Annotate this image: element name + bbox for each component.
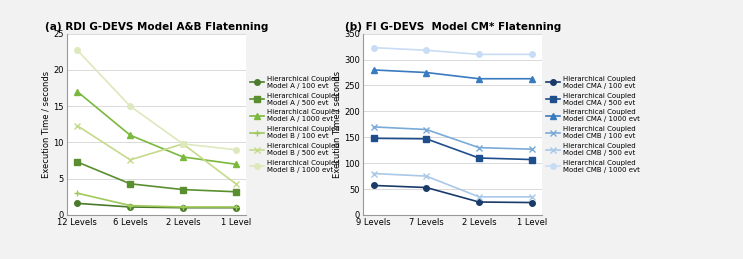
Hierarchical Coupled
Model A / 100 evt: [73, 202, 82, 205]
Hierarchical Coupled
Model CMA / 100 evt: [475, 200, 484, 204]
Hierarchical Coupled
Model CMA / 1000 evt: [528, 77, 536, 80]
Line: Hierarchical Coupled
Model B / 1000 evt: Hierarchical Coupled Model B / 1000 evt: [74, 48, 239, 153]
Line: Hierarchical Coupled
Model B / 500 evt: Hierarchical Coupled Model B / 500 evt: [74, 123, 239, 186]
Hierarchical Coupled
Model A / 1000 evt: [231, 163, 240, 166]
Hierarchical Coupled
Model B / 500 evt: [73, 124, 82, 127]
Y-axis label: Execution Time / seconds: Execution Time / seconds: [333, 71, 342, 178]
Hierarchical Coupled
Model CMA / 500 evt: [475, 156, 484, 160]
Hierarchical Coupled
Model CMB / 1000 evt: [528, 53, 536, 56]
Line: Hierarchical Coupled
Model CMA / 500 evt: Hierarchical Coupled Model CMA / 500 evt: [371, 135, 535, 162]
Hierarchical Coupled
Model A / 500 evt: [126, 182, 134, 185]
Hierarchical Coupled
Model CMB / 1000 evt: [475, 53, 484, 56]
Hierarchical Coupled
Model A / 1000 evt: [178, 155, 187, 159]
Hierarchical Coupled
Model B / 1000 evt: [178, 142, 187, 146]
Line: Hierarchical Coupled
Model CMA / 100 evt: Hierarchical Coupled Model CMA / 100 evt: [371, 183, 535, 205]
Hierarchical Coupled
Model CMA / 1000 evt: [369, 68, 378, 71]
Hierarchical Coupled
Model B / 100 evt: [178, 205, 187, 208]
Hierarchical Coupled
Model B / 1000 evt: [231, 148, 240, 151]
Hierarchical Coupled
Model A / 1000 evt: [126, 134, 134, 137]
Line: Hierarchical Coupled
Model CMB / 100 evt: Hierarchical Coupled Model CMB / 100 evt: [371, 124, 535, 152]
Hierarchical Coupled
Model CMA / 100 evt: [369, 184, 378, 187]
Line: Hierarchical Coupled
Model CMB / 1000 evt: Hierarchical Coupled Model CMB / 1000 ev…: [371, 45, 535, 57]
Y-axis label: Execution Time / seconds: Execution Time / seconds: [42, 71, 51, 178]
Title: (b) FI G-DEVS  Model CM* Flatenning: (b) FI G-DEVS Model CM* Flatenning: [345, 21, 561, 32]
Hierarchical Coupled
Model CMB / 500 evt: [475, 195, 484, 198]
Hierarchical Coupled
Model CMA / 1000 evt: [422, 71, 431, 74]
Hierarchical Coupled
Model A / 500 evt: [231, 190, 240, 193]
Hierarchical Coupled
Model CMA / 100 evt: [528, 201, 536, 204]
Hierarchical Coupled
Model A / 500 evt: [178, 188, 187, 191]
Hierarchical Coupled
Model CMB / 100 evt: [422, 128, 431, 131]
Legend: Hierarchical Coupled
Model A / 100 evt, Hierarchical Coupled
Model A / 500 evt, : Hierarchical Coupled Model A / 100 evt, …: [250, 76, 340, 173]
Hierarchical Coupled
Model CMA / 1000 evt: [475, 77, 484, 80]
Line: Hierarchical Coupled
Model CMB / 500 evt: Hierarchical Coupled Model CMB / 500 evt: [371, 171, 535, 200]
Hierarchical Coupled
Model B / 500 evt: [231, 182, 240, 185]
Hierarchical Coupled
Model CMA / 500 evt: [528, 158, 536, 161]
Hierarchical Coupled
Model A / 500 evt: [73, 161, 82, 164]
Hierarchical Coupled
Model B / 100 evt: [231, 205, 240, 208]
Hierarchical Coupled
Model B / 100 evt: [73, 192, 82, 195]
Hierarchical Coupled
Model A / 100 evt: [126, 205, 134, 208]
Line: Hierarchical Coupled
Model A / 100 evt: Hierarchical Coupled Model A / 100 evt: [74, 200, 239, 211]
Hierarchical Coupled
Model CMB / 500 evt: [369, 172, 378, 175]
Hierarchical Coupled
Model CMB / 500 evt: [528, 195, 536, 198]
Line: Hierarchical Coupled
Model A / 500 evt: Hierarchical Coupled Model A / 500 evt: [74, 159, 239, 195]
Hierarchical Coupled
Model CMA / 500 evt: [369, 137, 378, 140]
Hierarchical Coupled
Model CMB / 1000 evt: [369, 46, 378, 49]
Hierarchical Coupled
Model B / 100 evt: [126, 204, 134, 207]
Title: (a) RDI G-DEVS Model A&B Flatenning: (a) RDI G-DEVS Model A&B Flatenning: [45, 21, 268, 32]
Hierarchical Coupled
Model B / 500 evt: [126, 158, 134, 161]
Hierarchical Coupled
Model CMB / 100 evt: [475, 146, 484, 149]
Hierarchical Coupled
Model B / 1000 evt: [73, 49, 82, 52]
Hierarchical Coupled
Model CMB / 500 evt: [422, 175, 431, 178]
Hierarchical Coupled
Model A / 1000 evt: [73, 90, 82, 93]
Hierarchical Coupled
Model CMB / 1000 evt: [422, 49, 431, 52]
Hierarchical Coupled
Model CMA / 500 evt: [422, 137, 431, 140]
Hierarchical Coupled
Model B / 1000 evt: [126, 105, 134, 108]
Hierarchical Coupled
Model CMA / 100 evt: [422, 186, 431, 189]
Hierarchical Coupled
Model B / 500 evt: [178, 142, 187, 146]
Line: Hierarchical Coupled
Model B / 100 evt: Hierarchical Coupled Model B / 100 evt: [74, 190, 239, 210]
Line: Hierarchical Coupled
Model A / 1000 evt: Hierarchical Coupled Model A / 1000 evt: [74, 89, 239, 167]
Hierarchical Coupled
Model A / 100 evt: [178, 206, 187, 209]
Hierarchical Coupled
Model A / 100 evt: [231, 206, 240, 209]
Line: Hierarchical Coupled
Model CMA / 1000 evt: Hierarchical Coupled Model CMA / 1000 ev…: [371, 67, 535, 82]
Hierarchical Coupled
Model CMB / 100 evt: [369, 125, 378, 128]
Legend: Hierarchical Coupled
Model CMA / 100 evt, Hierarchical Coupled
Model CMA / 500 e: Hierarchical Coupled Model CMA / 100 evt…: [546, 76, 640, 173]
Hierarchical Coupled
Model CMB / 100 evt: [528, 148, 536, 151]
